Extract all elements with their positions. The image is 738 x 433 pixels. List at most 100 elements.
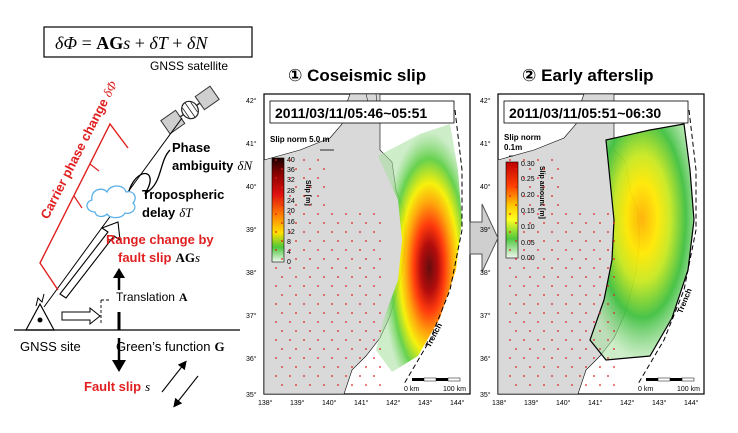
svg-text:39°: 39°: [246, 226, 257, 234]
gnss-station-dot: [323, 222, 325, 224]
colorbar-2: [505, 161, 519, 259]
gnss-station-dot: [379, 384, 381, 386]
gnss-station-dot: [529, 348, 531, 350]
gnss-station-dot: [373, 375, 375, 377]
gnss-station-dot: [323, 330, 325, 332]
gnss-station-dot: [523, 195, 525, 197]
gnss-station-dot: [317, 339, 319, 341]
gnss-station-dot: [557, 276, 559, 278]
gnss-station-dot: [543, 348, 545, 350]
gnss-station-dot: [515, 384, 517, 386]
gnss-station-dot: [289, 339, 291, 341]
gnss-station-dot: [509, 231, 511, 233]
gnss-station-dot: [351, 258, 353, 260]
gnss-station-dot: [295, 384, 297, 386]
gnss-station-dot: [281, 312, 283, 314]
svg-text:38°: 38°: [246, 269, 257, 277]
gnss-station-dot: [323, 276, 325, 278]
carrier-phase-bracket: [39, 122, 129, 291]
gnss-station-dot: [599, 222, 601, 224]
gnss-station-dot: [351, 294, 353, 296]
gnss-station-dot: [607, 249, 609, 251]
fault-slip-label: Fault slip s: [84, 379, 150, 394]
gnss-station-dot: [543, 186, 545, 188]
svg-text:38°: 38°: [480, 269, 491, 277]
gnss-station-dot: [607, 321, 609, 323]
gnss-station-dot: [359, 357, 361, 359]
gnss-station-dot: [593, 249, 595, 251]
gnss-station-dot: [281, 222, 283, 224]
gnss-station-dot: [509, 177, 511, 179]
gnss-station-dot: [275, 357, 277, 359]
gnss-site-label: GNSS site: [20, 339, 81, 354]
gnss-station-dot: [275, 303, 277, 305]
gnss-station-dot: [607, 375, 609, 377]
colorbar-2-label: Slip amount [m]: [538, 166, 545, 219]
gnss-station-dot: [379, 330, 381, 332]
gnss-station-dot: [281, 294, 283, 296]
tropospheric-label-2: delay δT: [142, 205, 193, 220]
gnss-station-dot: [571, 276, 573, 278]
svg-text:142°: 142°: [386, 399, 401, 407]
gnss-station-dot: [537, 321, 539, 323]
gnss-station-dot: [303, 339, 305, 341]
gnss-station-dot: [317, 303, 319, 305]
gnss-station-dot: [557, 330, 559, 332]
svg-text:40°: 40°: [480, 183, 491, 191]
gnss-station-dot: [571, 240, 573, 242]
equation-box: [43, 26, 253, 58]
gnss-station-dot: [379, 366, 381, 368]
gnss-station-dot: [613, 330, 615, 332]
gnss-station-dot: [295, 204, 297, 206]
greens-function-label: Green’s function G: [116, 339, 225, 354]
gnss-station-dot: [309, 204, 311, 206]
gnss-station-dot: [331, 375, 333, 377]
gnss-station-dot: [365, 330, 367, 332]
gnss-station-dot: [345, 249, 347, 251]
gnss-station-dot: [373, 303, 375, 305]
range-change-label: Range change by: [106, 232, 214, 247]
gnss-station-dot: [593, 213, 595, 215]
afterslip-outline: [589, 123, 695, 361]
gnss-station-dot: [599, 348, 601, 350]
gnss-station-dot: [557, 240, 559, 242]
panel2-date: 2011/03/11/05:51~06:30: [509, 105, 661, 121]
gnss-station-dot: [565, 375, 567, 377]
gnss-station-dot: [303, 357, 305, 359]
gnss-station-dot: [523, 285, 525, 287]
gnss-station-dot: [289, 357, 291, 359]
gnss-station-dot: [303, 159, 305, 161]
gnss-station-dot: [373, 249, 375, 251]
gnss-station-dot: [359, 285, 361, 287]
gnss-station-dot: [551, 357, 553, 359]
svg-text:0.15: 0.15: [521, 208, 535, 215]
gnss-station-dot: [515, 168, 517, 170]
gnss-station-dot: [579, 303, 581, 305]
gnss-station-dot: [373, 267, 375, 269]
gnss-station-dot: [281, 240, 283, 242]
gnss-station-dot: [281, 258, 283, 260]
gnss-station-dot: [337, 384, 339, 386]
gnss-station-dot: [345, 375, 347, 377]
panel1-norm: Slip norm 5.0 m: [270, 135, 330, 144]
gnss-station-dot: [373, 231, 375, 233]
svg-text:41°: 41°: [246, 140, 257, 148]
gnss-station-dot: [613, 384, 615, 386]
gnss-station-dot: [281, 330, 283, 332]
panel1-heading: ① Coseismic slip: [288, 66, 426, 85]
gnss-station-dot: [303, 213, 305, 215]
gnss-station-dot: [551, 231, 553, 233]
gnss-station-dot: [295, 312, 297, 314]
gnss-station-dot: [579, 321, 581, 323]
gnss-station-dot: [323, 366, 325, 368]
gnss-station-dot: [359, 339, 361, 341]
svg-text:140°: 140°: [322, 399, 337, 407]
gnss-station-dot: [537, 177, 539, 179]
gnss-station-dot: [515, 222, 517, 224]
gnss-station-dot: [557, 294, 559, 296]
gnss-station-dot: [543, 384, 545, 386]
gnss-station-dot: [537, 231, 539, 233]
gnss-station-dot: [317, 285, 319, 287]
gnss-station-dot: [515, 186, 517, 188]
gnss-station-dot: [543, 330, 545, 332]
